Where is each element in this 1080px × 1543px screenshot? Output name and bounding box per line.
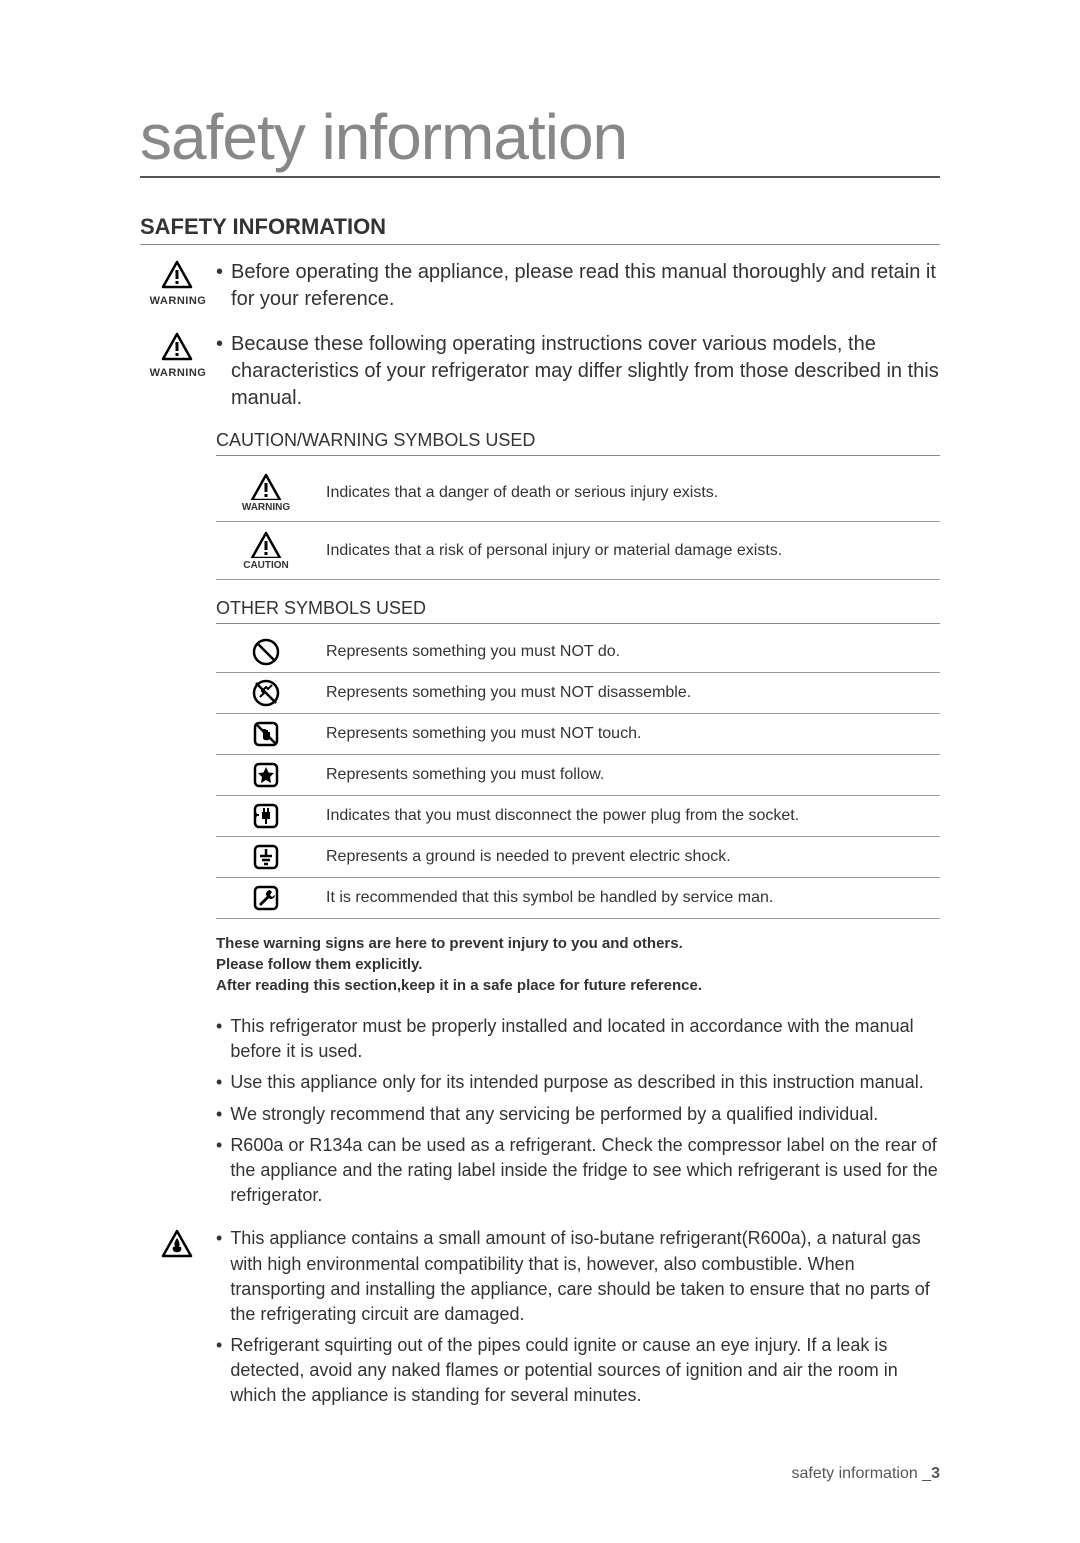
symbol-description: Indicates that a danger of death or seri… bbox=[316, 484, 940, 502]
bullet-text: This refrigerator must be properly insta… bbox=[230, 1014, 940, 1064]
bullet: • bbox=[216, 259, 223, 286]
bullet: • bbox=[216, 1133, 222, 1209]
intro-warning-row: WARNING • Because these following operat… bbox=[140, 331, 940, 412]
warning-label: WARNING bbox=[150, 295, 207, 307]
bullet: • bbox=[216, 1333, 222, 1409]
symbol-cell bbox=[216, 759, 316, 791]
warning-triangle-icon bbox=[250, 477, 282, 494]
warning-label: WARNING bbox=[150, 367, 207, 379]
other-symbols-table: Represents something you must NOT do. Re… bbox=[216, 632, 940, 919]
symbol-description: Represents something you must NOT touch. bbox=[316, 725, 940, 743]
warning-triangle-icon bbox=[140, 259, 216, 289]
bullet: • bbox=[216, 1070, 222, 1095]
symbols-used-heading: CAUTION/WARNING SYMBOLS USED bbox=[216, 430, 940, 456]
other-symbols-heading: OTHER SYMBOLS USED bbox=[216, 598, 940, 624]
caution-triangle-icon bbox=[250, 535, 282, 552]
symbol-cell: CAUTION bbox=[216, 530, 316, 571]
bullet: • bbox=[216, 1014, 222, 1064]
must-follow-icon bbox=[250, 766, 282, 783]
note-line: These warning signs are here to prevent … bbox=[216, 933, 940, 954]
symbol-row: It is recommended that this symbol be ha… bbox=[216, 878, 940, 919]
symbol-row: Represents something you must NOT disass… bbox=[216, 673, 940, 714]
note-block: These warning signs are here to prevent … bbox=[216, 933, 940, 996]
no-circle-icon bbox=[250, 643, 282, 660]
flammable-icon-column bbox=[140, 1226, 216, 1258]
no-disassemble-icon bbox=[250, 684, 282, 701]
intro-warning-text: • Before operating the appliance, please… bbox=[216, 259, 940, 313]
no-touch-icon bbox=[250, 725, 282, 742]
bullet: • bbox=[216, 1102, 222, 1127]
symbol-description: Indicates that you must disconnect the p… bbox=[316, 807, 940, 825]
intro-warning-1: Before operating the appliance, please r… bbox=[231, 259, 940, 313]
symbol-cell bbox=[216, 677, 316, 709]
unplug-icon bbox=[250, 807, 282, 824]
symbol-cell bbox=[216, 800, 316, 832]
flammable-bullet-1: This appliance contains a small amount o… bbox=[230, 1226, 940, 1327]
warning-label: WARNING bbox=[216, 502, 316, 513]
symbol-description: Indicates that a risk of personal injury… bbox=[316, 542, 940, 560]
intro-warning-text: • Because these following operating inst… bbox=[216, 331, 940, 412]
symbol-description: Represents something you must NOT do. bbox=[316, 643, 940, 661]
page-footer: safety information _3 bbox=[140, 1465, 940, 1483]
symbol-row: Indicates that you must disconnect the p… bbox=[216, 796, 940, 837]
intro-warning-2: Because these following operating instru… bbox=[231, 331, 940, 412]
list-item: • We strongly recommend that any servicin… bbox=[216, 1102, 940, 1127]
caution-label: CAUTION bbox=[216, 560, 316, 571]
flammable-triangle-icon bbox=[161, 1235, 195, 1252]
bullet: • bbox=[216, 1226, 222, 1327]
caution-warning-table: WARNING Indicates that a danger of death… bbox=[216, 464, 940, 580]
symbol-cell bbox=[216, 841, 316, 873]
symbol-cell: WARNING bbox=[216, 472, 316, 513]
flammable-text: •This appliance contains a small amount … bbox=[216, 1226, 940, 1414]
bullet-text: We strongly recommend that any servicing… bbox=[230, 1102, 878, 1127]
symbol-row: CAUTION Indicates that a risk of persona… bbox=[216, 522, 940, 580]
list-item: •This refrigerator must be properly inst… bbox=[216, 1014, 940, 1064]
page-number: 3 bbox=[931, 1465, 940, 1482]
symbol-row: Represents something you must NOT do. bbox=[216, 632, 940, 673]
symbol-cell bbox=[216, 636, 316, 668]
bullet-text: Use this appliance only for its intended… bbox=[230, 1070, 923, 1095]
symbol-description: Represents something you must follow. bbox=[316, 766, 940, 784]
ground-icon bbox=[250, 848, 282, 865]
symbol-cell bbox=[216, 718, 316, 750]
footer-text: safety information _ bbox=[791, 1465, 931, 1482]
service-icon bbox=[250, 889, 282, 906]
warning-icon-column: WARNING bbox=[140, 331, 216, 381]
list-item: •R600a or R134a can be used as a refrige… bbox=[216, 1133, 940, 1209]
warning-icon-column: WARNING bbox=[140, 259, 216, 309]
symbol-description: Represents something you must NOT disass… bbox=[316, 684, 940, 702]
note-line: Please follow them explicitly. bbox=[216, 954, 940, 975]
flammable-bullet-2: Refrigerant squirting out of the pipes c… bbox=[230, 1333, 940, 1409]
note-line: After reading this section,keep it in a … bbox=[216, 975, 940, 996]
symbol-row: Represents a ground is needed to prevent… bbox=[216, 837, 940, 878]
warning-triangle-icon bbox=[140, 331, 216, 361]
flammable-block: •This appliance contains a small amount … bbox=[140, 1226, 940, 1414]
symbol-row: Represents something you must follow. bbox=[216, 755, 940, 796]
bullet: • bbox=[216, 331, 223, 358]
symbol-description: Represents a ground is needed to prevent… bbox=[316, 848, 940, 866]
body-bullet-list: •This refrigerator must be properly inst… bbox=[216, 1014, 940, 1208]
symbol-description: It is recommended that this symbol be ha… bbox=[316, 889, 940, 907]
section-heading: SAFETY INFORMATION bbox=[140, 214, 940, 245]
symbol-row: Represents something you must NOT touch. bbox=[216, 714, 940, 755]
symbol-cell bbox=[216, 882, 316, 914]
symbol-row: WARNING Indicates that a danger of death… bbox=[216, 464, 940, 522]
list-item: • Use this appliance only for its intende… bbox=[216, 1070, 940, 1095]
page-title: safety information bbox=[140, 100, 940, 178]
intro-warning-row: WARNING • Before operating the appliance… bbox=[140, 259, 940, 313]
bullet-text: R600a or R134a can be used as a refriger… bbox=[230, 1133, 940, 1209]
